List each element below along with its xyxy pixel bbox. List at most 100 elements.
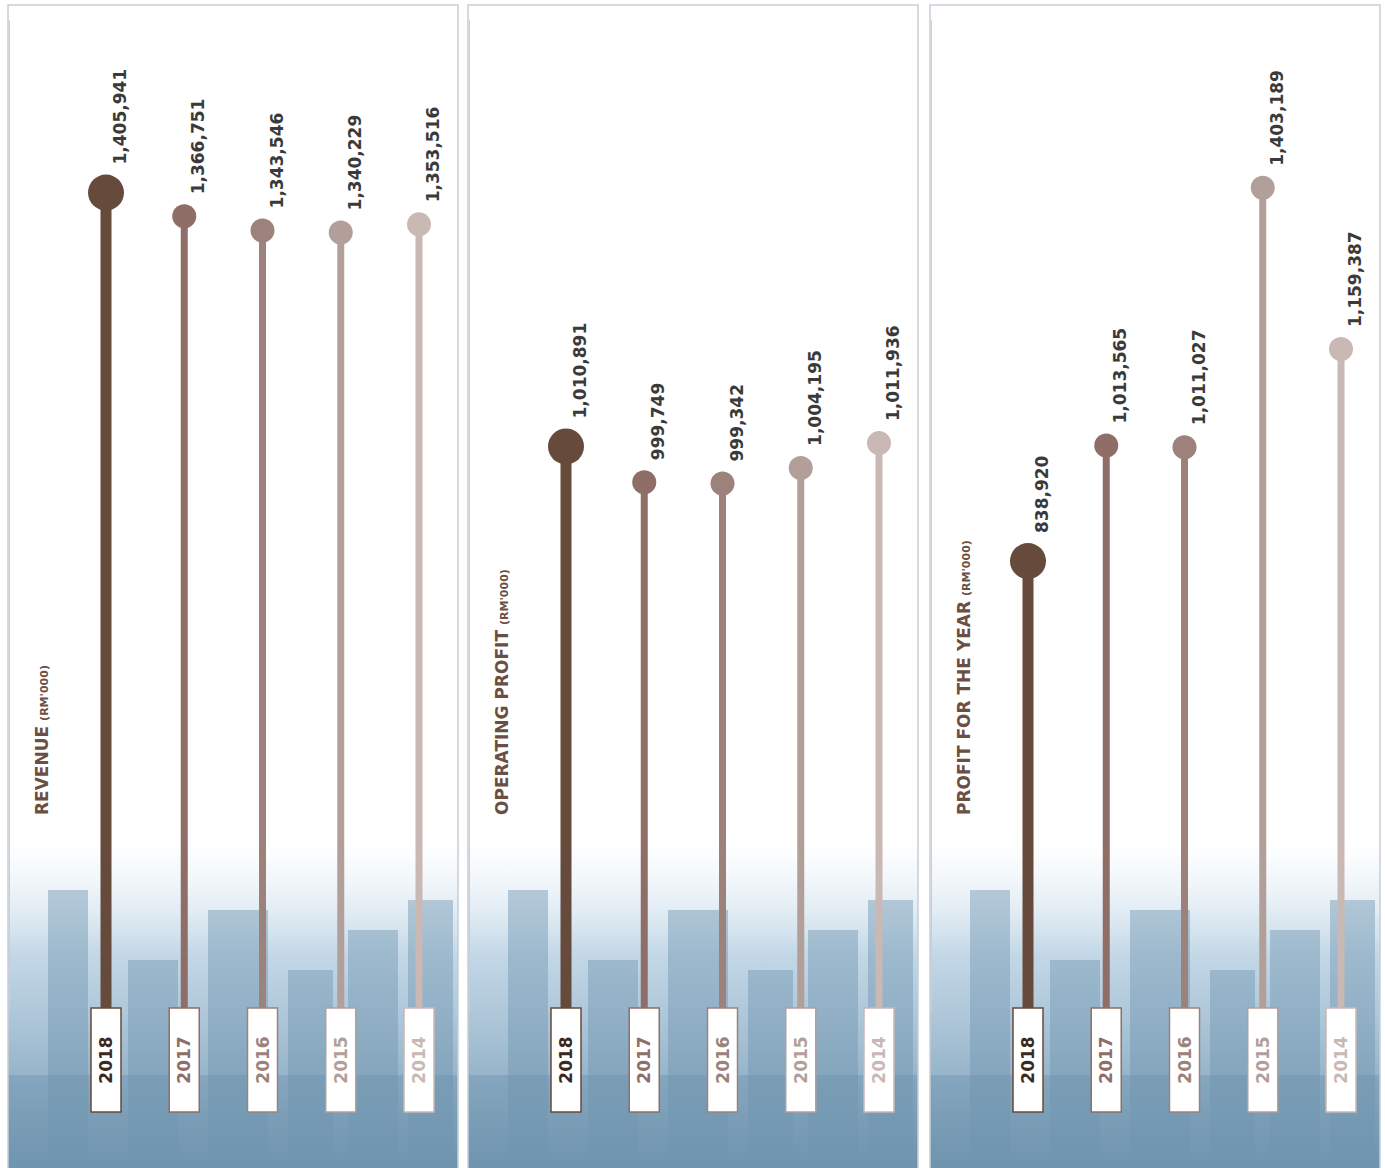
data-label: 838,920 (1032, 455, 1052, 533)
dot (329, 220, 353, 244)
category-box (1091, 1008, 1121, 1112)
stem (1103, 446, 1110, 1010)
data-label: 1,010,891 (570, 323, 590, 419)
stem (1338, 349, 1345, 1010)
data-label: 1,343,546 (267, 113, 287, 209)
value-axis (9, 21, 10, 1011)
category-box (786, 1008, 816, 1112)
subtitle: (RM'000) (960, 540, 973, 596)
title: OPERATING PROFIT (492, 630, 512, 815)
stem (1259, 188, 1266, 1010)
labels: 1,010,8912018999,7492017999,34220161,004… (551, 323, 903, 1112)
category-label: 2015 (791, 1036, 811, 1083)
dot (1094, 434, 1118, 458)
data-label: 1,340,229 (345, 115, 365, 211)
building (8, 1075, 458, 1168)
chart-title: OPERATING PROFIT (RM'000) (492, 569, 512, 815)
category-box (1170, 1008, 1200, 1112)
marks (1010, 176, 1353, 1010)
category-label: 2015 (1253, 1036, 1273, 1083)
building (930, 1075, 1380, 1168)
data-label: 1,013,565 (1110, 328, 1130, 424)
stem (1181, 447, 1188, 1010)
dot (172, 204, 196, 228)
marks (548, 428, 891, 1010)
data-label: 1,366,751 (188, 99, 208, 195)
panel: PROFIT FOR THE YEAR(RM'000)838,92020181,… (930, 5, 1380, 1168)
category-box (629, 1008, 659, 1112)
panel: OPERATING PROFIT (RM'000) 1,010,891 2018 999… (468, 5, 918, 1168)
category-label: 2018 (556, 1036, 576, 1083)
category-label: 2014 (869, 1036, 889, 1083)
background (930, 840, 1380, 1168)
category-label: 2016 (1175, 1036, 1195, 1083)
category-box (864, 1008, 894, 1112)
value-axis (469, 21, 470, 1011)
category-box (551, 1008, 581, 1112)
panel-frame (8, 5, 458, 1168)
sky (468, 840, 918, 1168)
chart-title: PROFIT FOR THE YEAR (RM'000) (954, 540, 974, 815)
marks (88, 175, 431, 1010)
category-box (326, 1008, 356, 1112)
category-box (169, 1008, 199, 1112)
category-label: 2014 (409, 1036, 429, 1083)
dot (548, 428, 584, 464)
title: PROFIT FOR THE YEAR (954, 601, 974, 815)
title: REVENUE (32, 726, 52, 815)
axis-line (469, 21, 470, 1011)
subtitle: (RM'000) (498, 569, 511, 625)
dot (1329, 337, 1353, 361)
data-label: 1,011,027 (1189, 329, 1209, 425)
stem (416, 224, 423, 1010)
dot (711, 471, 735, 495)
panel-frame (930, 5, 1380, 1168)
category-label: 2016 (713, 1036, 733, 1083)
category-label: 2015 (331, 1036, 351, 1083)
stem (561, 446, 572, 1010)
stem (337, 232, 344, 1010)
data-label: 1,004,195 (805, 350, 825, 446)
data-label: 1,353,516 (423, 107, 443, 203)
data-label: 1,011,936 (883, 325, 903, 421)
labels: 1,405,941 2018 1,366,751 2017 1,343,546 2016 1… (91, 69, 443, 1112)
data-label: 1,405,941 (110, 69, 130, 165)
panel-frame (468, 5, 918, 1168)
category-box (404, 1008, 434, 1112)
background (468, 840, 918, 1168)
chart-root: REVENUE (RM'000) 1,405,941 2018 1,366,751 201… (0, 0, 1385, 1168)
labels: 838,92020181,013,56520171,011,02720161,4… (1013, 70, 1365, 1112)
subtitle: (RM'000) (38, 665, 51, 721)
panel: REVENUE (RM'000) 1,405,941 2018 1,366,751 201… (8, 5, 458, 1168)
category-label: 2017 (634, 1036, 654, 1083)
axis-line (9, 21, 10, 1011)
building (468, 1075, 918, 1168)
axis-line (931, 21, 932, 1011)
value-axis (931, 21, 932, 1011)
stem (1023, 561, 1034, 1010)
category-box (1326, 1008, 1356, 1112)
category-box (1248, 1008, 1278, 1112)
category-label: 2018 (96, 1036, 116, 1083)
category-box (248, 1008, 278, 1112)
dot (867, 431, 891, 455)
category-label: 2017 (1096, 1036, 1116, 1083)
stem (876, 443, 883, 1010)
chart-title: REVENUE (RM'000) (32, 665, 52, 815)
dot (88, 175, 124, 211)
stem (259, 230, 266, 1010)
dot (251, 218, 275, 242)
data-label: 999,342 (727, 384, 747, 461)
stem (719, 483, 726, 1010)
category-label: 2017 (174, 1036, 194, 1083)
dot (407, 212, 431, 236)
category-label: 2016 (253, 1036, 273, 1083)
dot (1173, 435, 1197, 459)
sky (8, 840, 458, 1168)
dot (1010, 543, 1046, 579)
category-box (91, 1008, 121, 1112)
stem (797, 468, 804, 1010)
category-box (708, 1008, 738, 1112)
dot (632, 470, 656, 494)
category-label: 2014 (1331, 1036, 1351, 1083)
